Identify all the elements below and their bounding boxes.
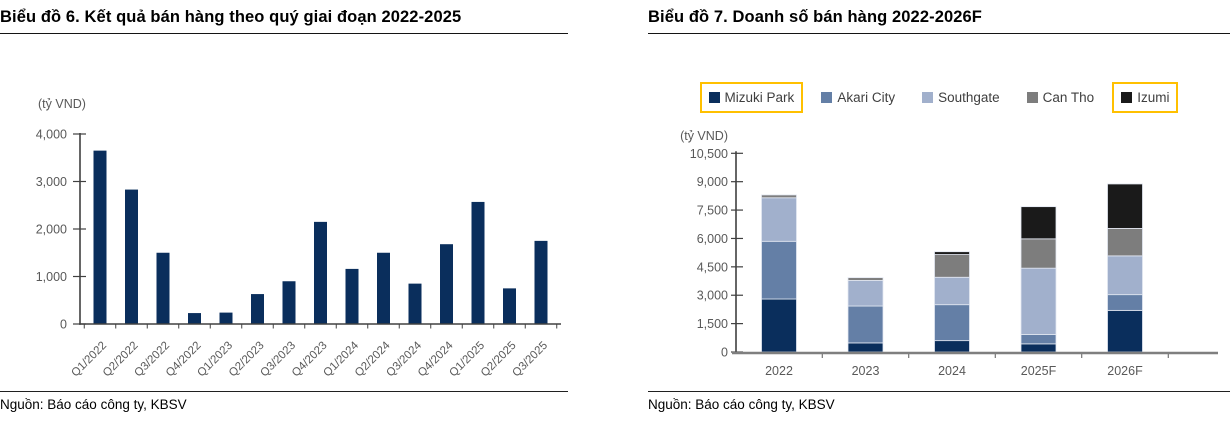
bar-segment	[847, 280, 884, 307]
x-axis-tick-label: 2026F	[1107, 364, 1143, 378]
annual-sales-stacked-bar-chart: (tỷ VND) 0 1,500 3,000 4,500 6,000 7,500 9,000 1…	[680, 129, 1218, 378]
bar	[314, 221, 327, 324]
y-axis-tick-label: 4,500	[697, 260, 728, 274]
legend-item-izumi: Izumi	[1112, 81, 1179, 113]
bar	[282, 281, 296, 324]
legend-label: Mizuki Park	[724, 89, 795, 105]
chart7-source: Nguồn: Báo cáo công ty, KBSV	[648, 391, 1230, 412]
bar	[503, 288, 516, 324]
bar	[251, 294, 264, 324]
chart6-title: Biểu đồ 6. Kết quả bán hàng theo quý gia…	[0, 0, 568, 34]
bar-segment	[761, 197, 797, 242]
x-axis-tick-label: 2022	[765, 364, 793, 378]
y-axis-tick-label: 0	[721, 346, 728, 360]
bar	[377, 252, 390, 324]
bar-segment	[934, 251, 970, 255]
legend-label: Can Tho	[1042, 89, 1095, 105]
y-axis-tick-label: 1,500	[697, 317, 728, 331]
bar-segment	[1020, 267, 1057, 335]
y-axis-tick-label: 4,000	[36, 128, 67, 142]
y-axis-tick-label: 9,000	[697, 175, 728, 189]
bar	[408, 283, 422, 324]
bar-segment	[1107, 228, 1143, 257]
legend-item-can-tho: Can Tho	[1018, 82, 1104, 113]
legend-swatch-icon	[1121, 91, 1133, 103]
y-axis-tick-label: 1,000	[36, 270, 67, 284]
bar	[219, 312, 233, 324]
bar-segment	[761, 240, 797, 300]
bar	[440, 244, 453, 324]
bar-segment	[1107, 294, 1143, 311]
y-axis-tick-label: 0	[60, 318, 67, 332]
bar-segment	[847, 277, 884, 281]
bar-segment	[934, 304, 970, 342]
y-axis-tick-label: 3,000	[36, 175, 67, 189]
legend-swatch-icon	[821, 91, 833, 103]
chart6-source: Nguồn: Báo cáo công ty, KBSV	[0, 391, 568, 412]
quarterly-sales-bar-chart: (tỷ VND)01,0002,0003,0004,000Q1/2022Q2/2…	[36, 97, 561, 380]
bar-segment	[847, 342, 884, 353]
legend-label: Akari City	[837, 89, 896, 105]
bar-segment	[761, 298, 797, 353]
bar-segment	[934, 276, 970, 306]
y-axis-tick-label: 2,000	[36, 223, 67, 237]
legend-label: Southgate	[938, 89, 1000, 105]
y-axis-unit-label: (tỷ VND)	[38, 97, 86, 111]
legend-item-akari-city: Akari City	[812, 82, 904, 113]
bar	[345, 268, 359, 324]
bar	[125, 189, 138, 324]
x-axis-tick-label: Q3/2025	[510, 340, 550, 380]
bar-segment	[1020, 238, 1057, 269]
x-axis-tick-label: 2023	[852, 364, 880, 378]
legend-swatch-icon	[922, 91, 934, 103]
legend-swatch-icon	[1026, 91, 1038, 103]
y-axis-unit-label: (tỷ VND)	[680, 129, 728, 143]
chart7-legend: Mizuki Park Akari City Southgate Can Tho Izu…	[648, 76, 1230, 118]
bar-segment	[1020, 206, 1057, 240]
legend-label: Izumi	[1137, 89, 1170, 105]
bar-segment	[1107, 309, 1143, 353]
bar-segment	[934, 340, 970, 353]
legend-swatch-icon	[708, 91, 720, 103]
bar-segment	[847, 305, 884, 344]
y-axis-tick-label: 3,000	[697, 289, 728, 303]
y-axis-tick-label: 6,000	[697, 232, 728, 246]
bar-segment	[1020, 334, 1057, 345]
bar	[534, 240, 548, 324]
legend-item-southgate: Southgate	[913, 82, 1009, 113]
bar-segment	[1107, 255, 1143, 296]
x-axis-tick-label: 2024	[938, 364, 966, 378]
bar	[93, 150, 107, 324]
bar	[471, 201, 485, 324]
x-axis-tick-label: 2025F	[1021, 364, 1057, 378]
bar-segment	[1107, 183, 1143, 229]
bar-segment	[761, 194, 797, 199]
chart7-title: Biểu đồ 7. Doanh số bán hàng 2022-2026F	[648, 0, 1230, 34]
y-axis-tick-label: 7,500	[697, 204, 728, 218]
y-axis-tick-label: 10,500	[690, 147, 728, 161]
bar	[188, 313, 201, 324]
legend-item-mizuki-park: Mizuki Park	[699, 81, 804, 113]
bar-segment	[934, 254, 970, 278]
bar-segment	[1020, 343, 1057, 353]
bar	[156, 252, 170, 324]
